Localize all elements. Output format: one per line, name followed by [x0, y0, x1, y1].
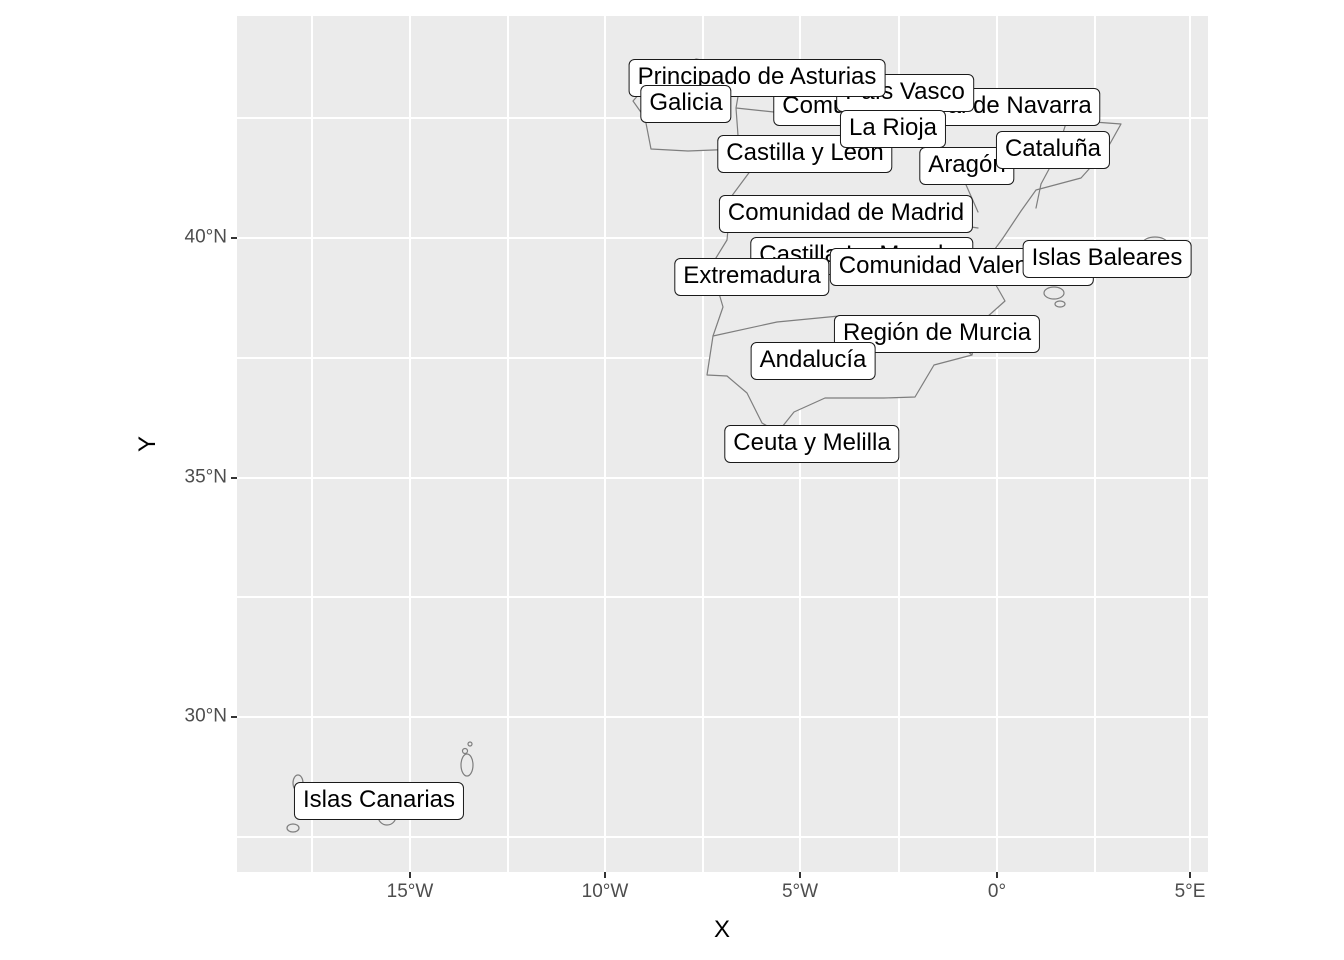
- gridline-major-vertical: [995, 16, 999, 872]
- x-axis-tick-mark: [799, 872, 801, 878]
- islet-chinijo: [467, 741, 473, 747]
- gridline-major-horizontal: [237, 715, 1208, 719]
- region-label-cataluna: Cataluña: [995, 131, 1111, 169]
- region-label-canarias: Islas Canarias: [293, 782, 465, 820]
- region-label-asturias: Principado de Asturias: [628, 59, 886, 97]
- island-ibiza: [1043, 286, 1065, 300]
- island-lanzarote: [460, 753, 474, 777]
- x-axis-tick-label: 5°W: [781, 881, 819, 902]
- region-label-madrid: Comunidad de Madrid: [718, 195, 974, 233]
- x-axis-tick-mark: [409, 872, 411, 878]
- island-formentera: [1054, 300, 1066, 308]
- region-label-galicia: Galicia: [640, 85, 732, 123]
- x-axis-tick-label: 0°: [987, 881, 1007, 902]
- x-axis-tick-label: 15°W: [386, 881, 434, 902]
- gridline-major-horizontal: [237, 236, 1208, 240]
- gridline-major-horizontal: [237, 476, 1208, 480]
- region-label-extremadura: Extremadura: [674, 258, 830, 296]
- islet-graciosa: [461, 747, 469, 755]
- y-axis-title: Y: [134, 435, 161, 453]
- y-axis-tick-mark: [231, 477, 237, 479]
- gridline-minor-vertical: [1094, 16, 1096, 872]
- gridline-major-vertical: [1188, 16, 1192, 872]
- x-axis-tick-label: 10°W: [581, 881, 629, 902]
- region-label-la-rioja: La Rioja: [839, 110, 947, 148]
- x-axis-tick-mark: [604, 872, 606, 878]
- region-label-andalucia: Andalucía: [750, 342, 876, 380]
- gridline-minor-vertical: [311, 16, 313, 872]
- y-axis-tick-label: 40°N: [184, 226, 227, 248]
- gridline-minor-horizontal: [237, 596, 1208, 598]
- x-axis-tick-mark: [1189, 872, 1191, 878]
- island-el-hierro: [286, 823, 300, 833]
- y-axis-tick-mark: [231, 237, 237, 239]
- y-axis-tick-label: 30°N: [184, 705, 227, 727]
- gridline-major-vertical: [408, 16, 412, 872]
- y-axis-tick-label: 35°N: [184, 466, 227, 488]
- region-label-murcia: Región de Murcia: [833, 315, 1041, 353]
- y-axis-tick-mark: [231, 716, 237, 718]
- x-axis-title: X: [713, 916, 731, 943]
- gridline-minor-vertical: [507, 16, 509, 872]
- region-label-ceuta-melilla: Ceuta y Melilla: [724, 425, 900, 463]
- x-axis-tick-label: 5°E: [1174, 881, 1206, 902]
- gridline-major-vertical: [603, 16, 607, 872]
- x-axis-tick-mark: [996, 872, 998, 878]
- gridline-minor-vertical: [702, 16, 704, 872]
- gridline-minor-horizontal: [237, 836, 1208, 838]
- region-label-baleares: Islas Baleares: [1022, 240, 1192, 278]
